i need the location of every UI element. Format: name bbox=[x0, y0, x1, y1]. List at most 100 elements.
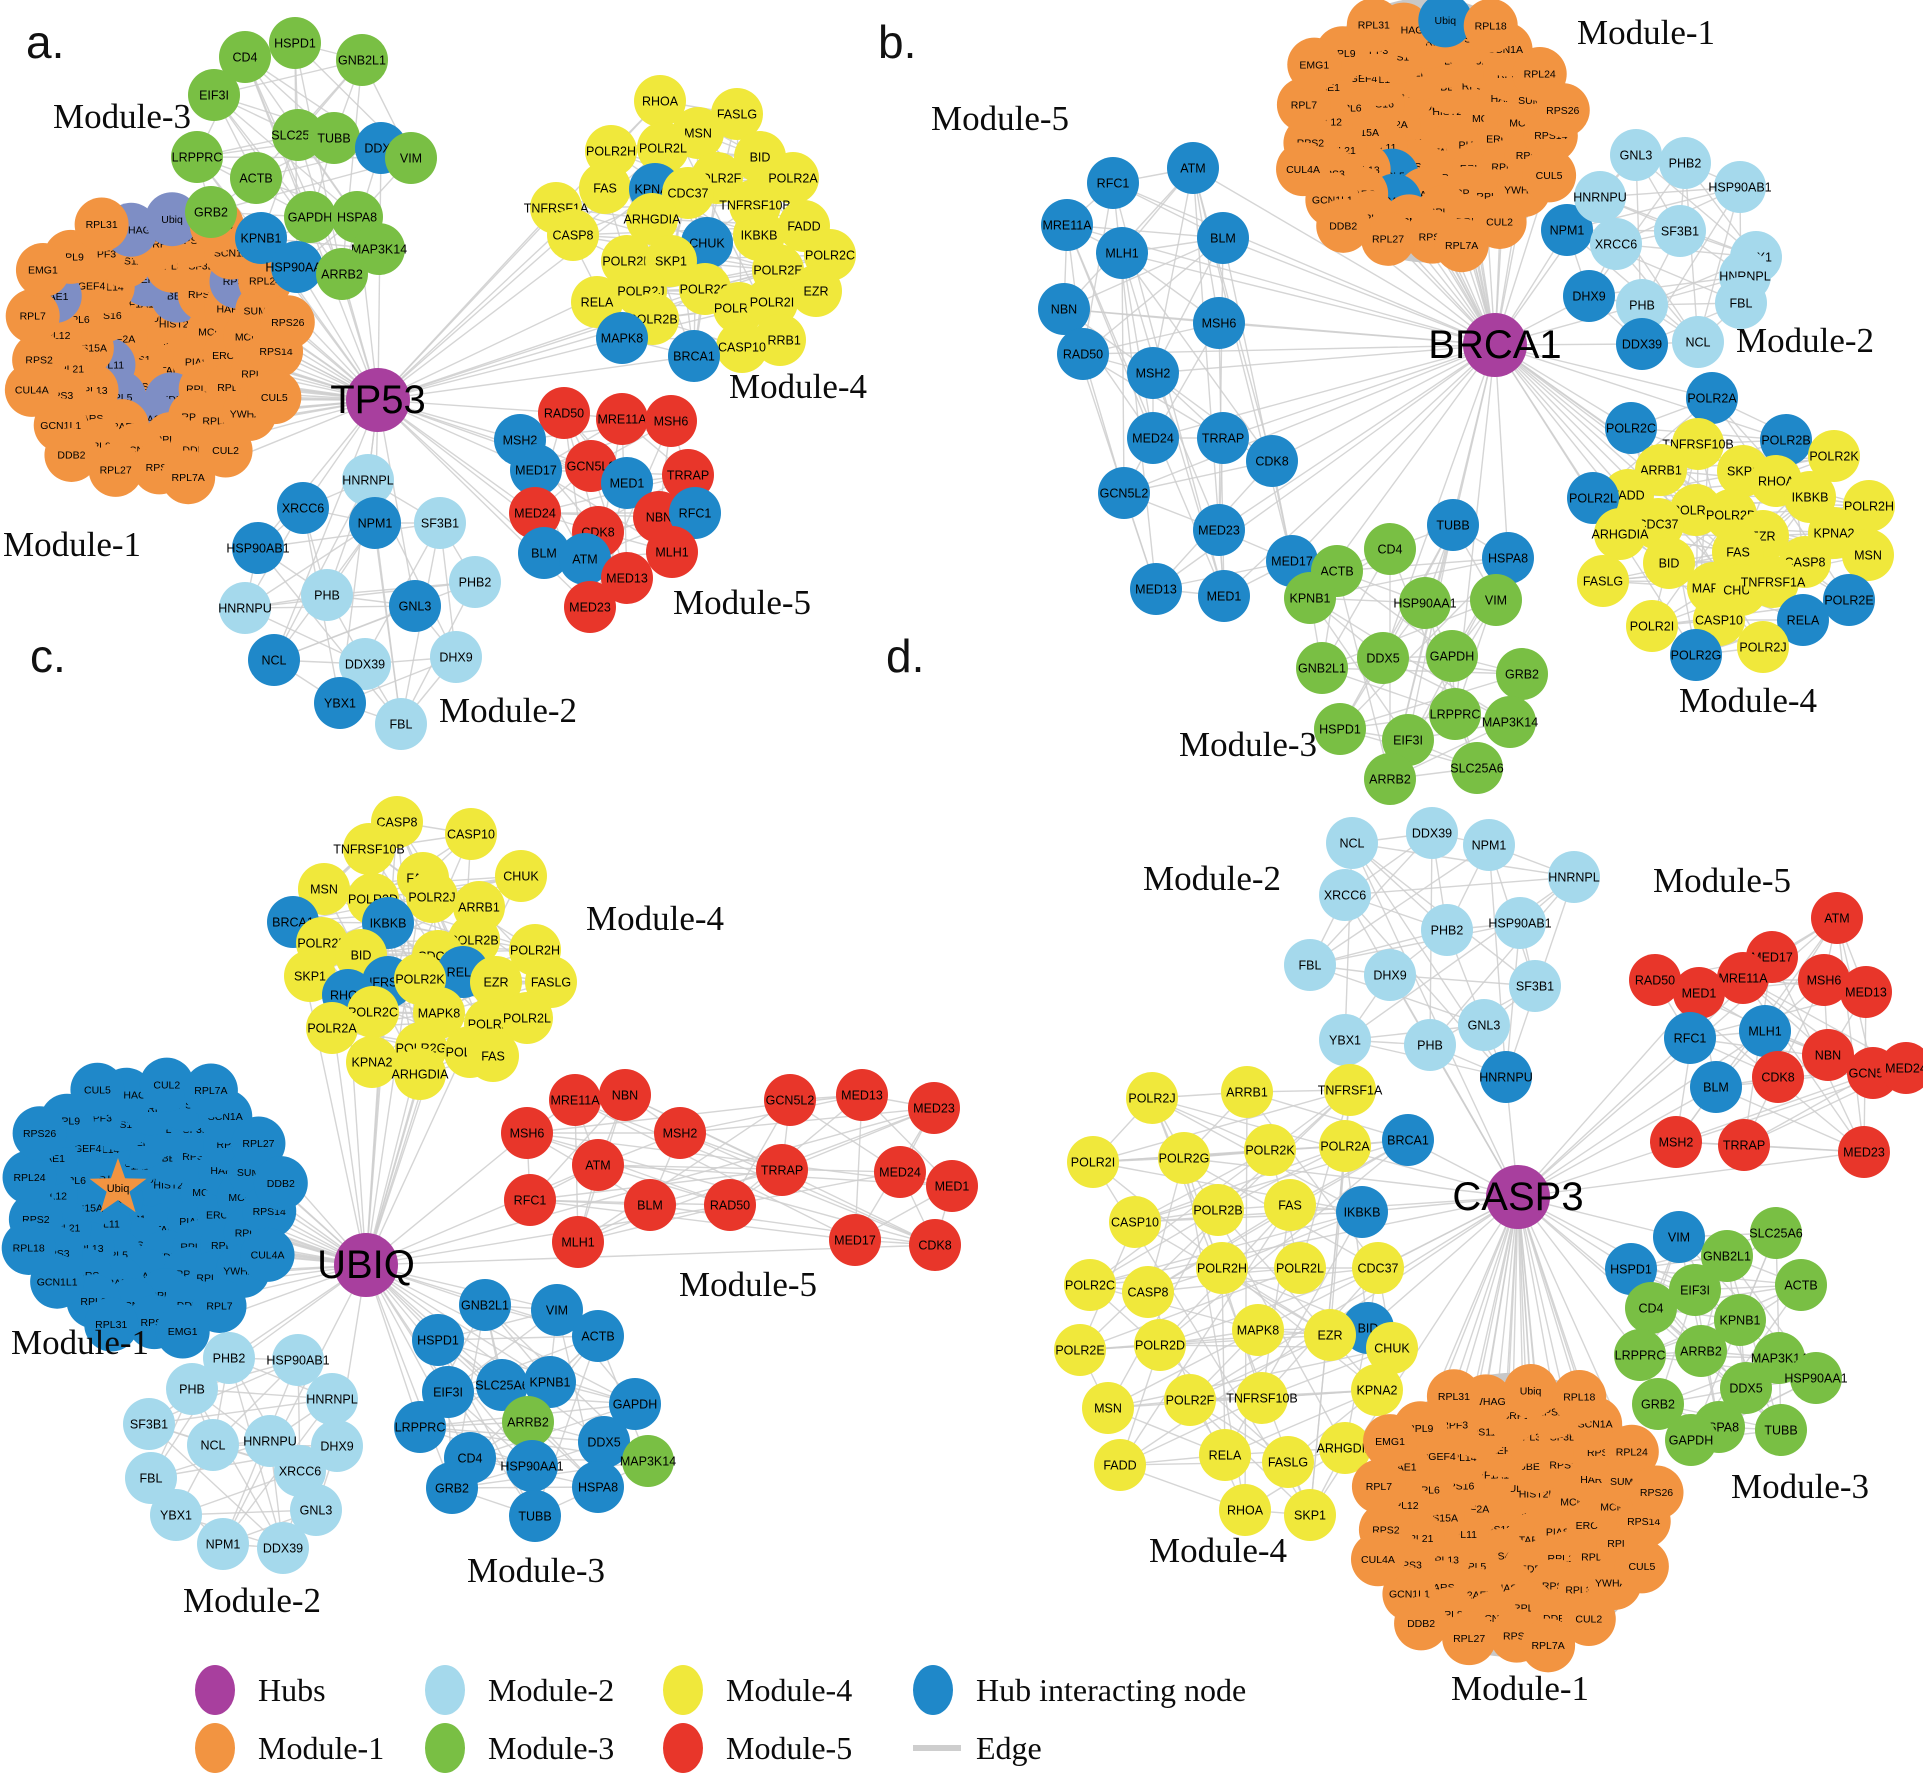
hub-node-CASP3: CASP3 bbox=[1452, 1165, 1584, 1229]
node-RAD50: RAD50 bbox=[538, 387, 590, 439]
node-GNB2L1: GNB2L1 bbox=[336, 34, 388, 86]
node-label: CASP10 bbox=[447, 827, 495, 841]
node-label: MLH1 bbox=[561, 1235, 594, 1249]
node-label: HNRNPL bbox=[306, 1392, 357, 1406]
node-FBL: FBL bbox=[125, 1452, 177, 1504]
node-label: MRE11A bbox=[597, 412, 647, 426]
node-label: NCL bbox=[1685, 335, 1710, 349]
node-HSP90AA1: HSP90AA1 bbox=[500, 1440, 564, 1492]
node-label: GNL3 bbox=[1620, 148, 1653, 162]
node-MED24: MED24 bbox=[1127, 412, 1179, 464]
node-MSH6: MSH6 bbox=[645, 395, 697, 447]
node-label: FASLG bbox=[531, 975, 571, 989]
node-label: DHX9 bbox=[439, 650, 472, 664]
node-label: FADD bbox=[787, 219, 820, 233]
node-label: GCN5L2 bbox=[1100, 486, 1149, 500]
node-label: CASP10 bbox=[1111, 1215, 1159, 1229]
node-label: HSPA8 bbox=[1488, 551, 1528, 565]
node-HSPD1: HSPD1 bbox=[1314, 703, 1366, 755]
node-label: EIF3I bbox=[433, 1385, 463, 1399]
node-label: MSH6 bbox=[654, 414, 689, 428]
node-TNFRSF10B: TNFRSF10B bbox=[1662, 418, 1734, 470]
node-RPL18: RPL18 bbox=[1, 1220, 56, 1275]
node-EZR: EZR bbox=[470, 956, 522, 1008]
node-label: GAPDH bbox=[613, 1397, 657, 1411]
node-GRB2: GRB2 bbox=[1496, 648, 1548, 700]
node-label: ATM bbox=[572, 552, 597, 566]
node-label: KPNB1 bbox=[530, 1375, 571, 1389]
node-label: NCL bbox=[1339, 836, 1364, 850]
legend-item-edge: Edge bbox=[913, 1730, 1042, 1766]
node-SF3B1: SF3B1 bbox=[1654, 205, 1706, 257]
node-label: ARHGDIA bbox=[624, 212, 682, 226]
node-label: MSH2 bbox=[1659, 1135, 1694, 1149]
node-ARRB1: ARRB1 bbox=[1221, 1066, 1273, 1118]
node-label: VIM bbox=[546, 1303, 568, 1317]
legend-swatch-hub bbox=[195, 1665, 235, 1715]
node-label: CUL5 bbox=[261, 392, 288, 404]
node-NBN: NBN bbox=[599, 1069, 651, 1121]
node-label: MED13 bbox=[1135, 582, 1177, 596]
legend-item-module-4: Module-4 bbox=[663, 1665, 852, 1715]
node-label: MED24 bbox=[879, 1165, 921, 1179]
node-PHB2: PHB2 bbox=[1659, 137, 1711, 189]
node-ARRB2: ARRB2 bbox=[316, 248, 368, 300]
node-HSP90AA1: HSP90AA1 bbox=[1784, 1352, 1848, 1404]
panel-d-module-1: CUL4BRPS13CUL1TARSEIF2AHIST2H2BERPS4XEEF… bbox=[1350, 1364, 1684, 1708]
node-label: BRCA1 bbox=[673, 349, 715, 363]
node-label: FAS bbox=[1726, 545, 1750, 559]
node-MRE11A: MRE11A bbox=[1717, 952, 1769, 1004]
node-MED1: MED1 bbox=[601, 457, 653, 509]
node-label: MAP3K14 bbox=[351, 242, 407, 256]
node-label: PHB bbox=[1417, 1038, 1443, 1052]
panel-b-module-2: NPM1GNL3PHB2HSP90AB1HNRNPUSF3B1XRCC6YBX1… bbox=[1541, 129, 1874, 370]
node-CD4: CD4 bbox=[219, 31, 271, 83]
node-EMG1: EMG1 bbox=[1287, 37, 1342, 92]
node-label: TUBB bbox=[317, 131, 350, 145]
node-label: KPNB1 bbox=[241, 231, 282, 245]
node-LRPPRC: LRPPRC bbox=[394, 1401, 446, 1453]
node-MSH2: MSH2 bbox=[1650, 1116, 1702, 1168]
node-label: MLH1 bbox=[1748, 1024, 1781, 1038]
node-label: RPL7A bbox=[1531, 1640, 1564, 1652]
node-label: CUL4A bbox=[1286, 164, 1320, 176]
node-NCL: NCL bbox=[248, 634, 300, 686]
node-label: HNRNPU bbox=[1479, 1070, 1532, 1084]
node-MSH6: MSH6 bbox=[1193, 297, 1245, 349]
node-label: EIF3I bbox=[199, 88, 229, 102]
node-label: SF3B1 bbox=[1516, 979, 1554, 993]
node-POLR2C: POLR2C bbox=[347, 986, 399, 1038]
panel-a-module-3: CD4HSPD1GNB2L1EIF3ISLC25A6TUBBDDX5VIMLRP… bbox=[53, 17, 437, 300]
node-label: CASP8 bbox=[553, 228, 594, 242]
node-HSPA8: HSPA8 bbox=[572, 1461, 624, 1513]
node-BRCA1: BRCA1 bbox=[1382, 1114, 1434, 1166]
node-label: GAPDH bbox=[288, 210, 332, 224]
node-label: SF3B1 bbox=[421, 516, 459, 530]
node-label: KPNA2 bbox=[1357, 1383, 1398, 1397]
node-GNL3: GNL3 bbox=[290, 1484, 342, 1536]
node-label: MED1 bbox=[1207, 589, 1242, 603]
node-label: TNFRSF10B bbox=[1662, 437, 1734, 451]
node-FADD: FADD bbox=[1094, 1439, 1146, 1491]
node-label: NBN bbox=[646, 510, 672, 524]
node-label: VIM bbox=[1668, 1230, 1690, 1244]
node-label: XRCC6 bbox=[279, 1464, 321, 1478]
node-GAPDH: GAPDH bbox=[609, 1378, 661, 1430]
node-NPM1: NPM1 bbox=[1463, 819, 1515, 871]
node-label: POLR2A bbox=[768, 171, 818, 185]
node-MED23: MED23 bbox=[564, 581, 616, 633]
node-HSP90AB1: HSP90AB1 bbox=[1708, 161, 1772, 213]
node-POLR2A: POLR2A bbox=[1319, 1120, 1371, 1172]
node-MSH2: MSH2 bbox=[1127, 347, 1179, 399]
node-BRCA1: BRCA1 bbox=[668, 330, 720, 382]
node-YBX1: YBX1 bbox=[150, 1489, 202, 1541]
node-MAPK8: MAPK8 bbox=[596, 312, 648, 364]
node-DDB2: DDB2 bbox=[1394, 1596, 1449, 1651]
node-IKBKB: IKBKB bbox=[1336, 1186, 1388, 1238]
node-label: Ubiq bbox=[107, 1183, 130, 1195]
node-FAS: FAS bbox=[1264, 1179, 1316, 1231]
node-DHX9: DHX9 bbox=[430, 631, 482, 683]
node-label: RPL31 bbox=[95, 1319, 127, 1331]
node-MED24: MED24 bbox=[1880, 1042, 1923, 1094]
node-CASP10: CASP10 bbox=[445, 808, 497, 860]
